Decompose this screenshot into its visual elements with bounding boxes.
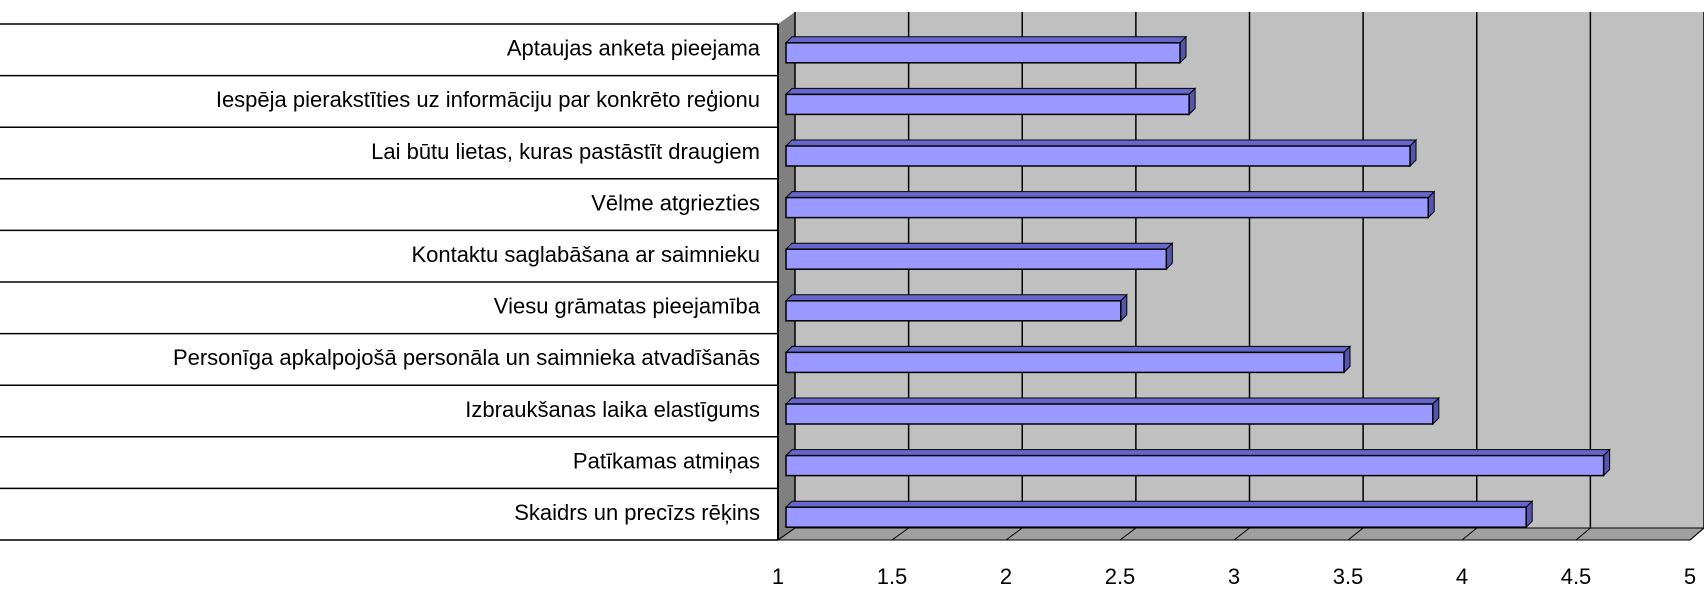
x-tick-label: 1.5: [877, 564, 908, 589]
y-tick-label: Patīkamas atmiņas: [573, 448, 760, 473]
x-tick-label: 3.5: [1333, 564, 1364, 589]
bar: [785, 93, 1190, 116]
bar-top: [784, 191, 1436, 199]
bar-top: [784, 139, 1418, 147]
y-tick-label: Vēlme atgriezties: [591, 190, 760, 215]
y-tick-label: Skaidrs un precīzs rēķins: [514, 500, 760, 525]
bar: [785, 196, 1430, 219]
x-tick-label: 2.5: [1105, 564, 1136, 589]
bar-top: [784, 294, 1128, 302]
tick-mark: [1689, 527, 1704, 541]
x-tick-label: 2: [1000, 564, 1012, 589]
y-tick-label: Viesu grāmatas pieejamība: [494, 294, 761, 319]
x-tick-label: 5: [1684, 564, 1696, 589]
bar: [785, 506, 1527, 528]
bar-top: [784, 36, 1188, 44]
bar-top: [784, 87, 1197, 95]
tick-mark: [1575, 527, 1591, 541]
y-tick-label: Izbraukšanas laika elastīgums: [465, 397, 760, 422]
bar-top: [784, 500, 1534, 508]
bar: [785, 145, 1411, 167]
bar: [785, 403, 1434, 425]
tick-mark: [891, 527, 909, 541]
tick-mark: [1119, 527, 1137, 541]
tick-mark: [777, 527, 796, 541]
x-tick-label: 4: [1456, 564, 1468, 589]
bar: [785, 42, 1181, 64]
bar-top: [784, 345, 1352, 353]
tick-mark: [1461, 527, 1478, 541]
x-tick-label: 4.5: [1561, 564, 1592, 589]
x-tick-label: 1: [772, 564, 784, 589]
tick-mark: [1005, 527, 1023, 541]
bar: [785, 454, 1605, 477]
y-tick-label: Personīga apkalpojošā personāla un saimn…: [173, 345, 760, 370]
tick-mark: [1233, 527, 1250, 541]
bar-top: [784, 397, 1441, 405]
bar-top: [784, 449, 1611, 457]
tick-mark: [1347, 527, 1364, 541]
bar-top: [784, 242, 1174, 250]
bar: [785, 300, 1122, 322]
x-tick-label: 3: [1228, 564, 1240, 589]
y-tick-label: Aptaujas anketa pieejama: [507, 36, 761, 61]
y-tick-label: Lai būtu lietas, kuras pastāstīt draugie…: [371, 139, 760, 164]
bar: [785, 351, 1345, 374]
y-tick-label: Iespēja pierakstīties uz informāciju par…: [216, 87, 760, 112]
bar: [785, 248, 1168, 270]
y-tick-label: Kontaktu saglabāšana ar saimnieku: [411, 242, 760, 267]
